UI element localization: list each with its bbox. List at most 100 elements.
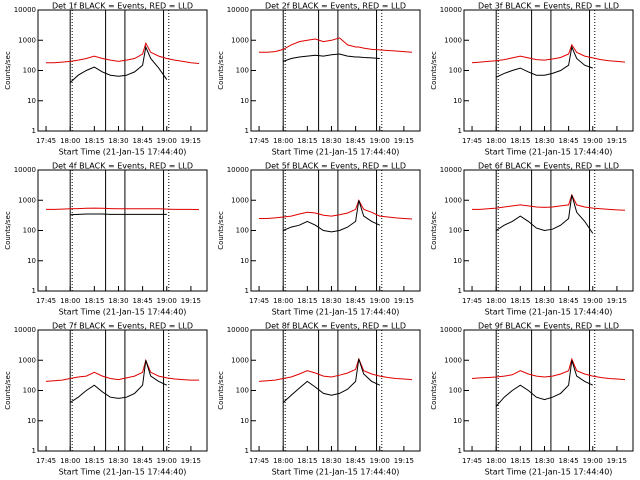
x-tick-label: 17:45 bbox=[462, 137, 482, 145]
panel: Det 3f BLACK = Events, RED = LLD Start Ti… bbox=[430, 2, 634, 157]
plot-frame bbox=[37, 329, 208, 452]
x-tick-label: 19:00 bbox=[157, 457, 177, 465]
y-tick-label: 1000 bbox=[231, 196, 249, 204]
x-tick-label: 18:45 bbox=[559, 297, 579, 305]
series-line bbox=[283, 200, 381, 233]
y-tick-label: 10 bbox=[453, 417, 462, 425]
y-tick-label: 10 bbox=[240, 417, 249, 425]
series-line bbox=[46, 41, 200, 64]
x-axis-label: Start Time (21-Jan-15 17:44:40) bbox=[272, 148, 400, 157]
y-axis-label: Counts/sec bbox=[217, 371, 225, 410]
x-axis-label: Start Time (21-Jan-15 17:44:40) bbox=[59, 148, 187, 157]
x-tick-label: 19:00 bbox=[370, 457, 390, 465]
series-line bbox=[472, 193, 626, 211]
x-tick-label: 18:00 bbox=[273, 297, 293, 305]
x-tick-label: 18:30 bbox=[321, 297, 341, 305]
x-tick-label: 18:30 bbox=[108, 457, 128, 465]
x-tick-label: 19:15 bbox=[607, 297, 627, 305]
series-line bbox=[495, 194, 594, 234]
x-tick-label: 18:00 bbox=[273, 457, 293, 465]
chart-title: Det 1f BLACK = Events, RED = LLD bbox=[52, 2, 193, 11]
x-tick-label: 19:15 bbox=[181, 457, 201, 465]
x-tick-label: 17:45 bbox=[249, 137, 269, 145]
x-tick-label: 19:15 bbox=[181, 137, 201, 145]
x-axis-label: Start Time (21-Jan-15 17:44:40) bbox=[485, 468, 613, 477]
y-tick-label: 1000 bbox=[444, 196, 462, 204]
panel: Det 5f BLACK = Events, RED = LLD Start Ti… bbox=[217, 162, 421, 317]
y-tick-label: 10000 bbox=[227, 6, 249, 14]
x-tick-label: 18:15 bbox=[510, 457, 530, 465]
y-tick-label: 10 bbox=[240, 257, 249, 265]
y-axis-label: Counts/sec bbox=[430, 371, 438, 410]
y-tick-label: 10000 bbox=[227, 326, 249, 334]
x-tick-label: 18:45 bbox=[133, 457, 153, 465]
x-tick-label: 18:00 bbox=[486, 137, 506, 145]
y-tick-label: 1000 bbox=[231, 36, 249, 44]
y-tick-label: 1 bbox=[245, 287, 249, 295]
y-tick-label: 10000 bbox=[440, 166, 462, 174]
series-line bbox=[45, 358, 199, 382]
y-tick-label: 100 bbox=[236, 387, 249, 395]
y-tick-label: 1000 bbox=[231, 356, 249, 364]
x-tick-label: 18:45 bbox=[346, 297, 366, 305]
x-tick-label: 18:15 bbox=[84, 297, 104, 305]
x-tick-label: 18:45 bbox=[133, 297, 153, 305]
y-tick-label: 10 bbox=[27, 417, 36, 425]
series-line bbox=[46, 207, 200, 211]
x-tick-label: 18:30 bbox=[321, 137, 341, 145]
y-tick-label: 1 bbox=[32, 447, 36, 455]
x-tick-label: 18:15 bbox=[510, 297, 530, 305]
x-tick-label: 19:00 bbox=[583, 297, 603, 305]
y-tick-label: 1 bbox=[458, 127, 462, 135]
x-axis-label: Start Time (21-Jan-15 17:44:40) bbox=[272, 468, 400, 477]
plot-frame bbox=[463, 329, 634, 452]
y-axis-label: Counts/sec bbox=[217, 51, 225, 90]
y-tick-label: 100 bbox=[236, 67, 249, 75]
y-axis-label: Counts/sec bbox=[217, 211, 225, 250]
y-axis-label: Counts/sec bbox=[4, 51, 12, 90]
x-tick-label: 17:45 bbox=[36, 457, 56, 465]
chart-title: Det 2f BLACK = Events, RED = LLD bbox=[265, 2, 406, 11]
x-tick-label: 18:15 bbox=[84, 457, 104, 465]
y-tick-label: 1 bbox=[458, 287, 462, 295]
x-tick-label: 17:45 bbox=[462, 457, 482, 465]
plot-frame bbox=[463, 169, 634, 292]
x-tick-label: 18:30 bbox=[534, 297, 554, 305]
x-tick-label: 18:15 bbox=[84, 137, 104, 145]
plot-frame bbox=[37, 9, 208, 132]
x-tick-label: 19:15 bbox=[394, 137, 414, 145]
x-tick-label: 18:00 bbox=[60, 137, 80, 145]
y-tick-label: 100 bbox=[236, 227, 249, 235]
chart-title: Det 7f BLACK = Events, RED = LLD bbox=[52, 322, 193, 331]
plot-frame bbox=[37, 169, 208, 292]
x-tick-label: 17:45 bbox=[36, 297, 56, 305]
y-axis-label: Counts/sec bbox=[4, 371, 12, 410]
x-tick-label: 18:30 bbox=[108, 137, 128, 145]
chart-title: Det 5f BLACK = Events, RED = LLD bbox=[265, 162, 406, 171]
x-tick-label: 18:45 bbox=[559, 137, 579, 145]
chart-title: Det 6f BLACK = Events, RED = LLD bbox=[478, 162, 619, 171]
y-tick-label: 100 bbox=[23, 387, 36, 395]
x-axis-label: Start Time (21-Jan-15 17:44:40) bbox=[59, 468, 187, 477]
x-tick-label: 18:30 bbox=[321, 457, 341, 465]
x-tick-label: 18:45 bbox=[559, 457, 579, 465]
x-tick-label: 19:00 bbox=[370, 137, 390, 145]
x-axis-label: Start Time (21-Jan-15 17:44:40) bbox=[485, 148, 613, 157]
y-tick-label: 10000 bbox=[440, 6, 462, 14]
y-tick-label: 1 bbox=[245, 127, 249, 135]
series-line bbox=[70, 213, 167, 216]
plot-frame bbox=[250, 329, 421, 452]
x-tick-label: 19:15 bbox=[394, 297, 414, 305]
y-tick-label: 1000 bbox=[444, 36, 462, 44]
x-tick-label: 18:45 bbox=[346, 137, 366, 145]
x-tick-label: 18:00 bbox=[273, 137, 293, 145]
plot-frame bbox=[463, 9, 634, 132]
y-tick-label: 10000 bbox=[14, 326, 36, 334]
x-tick-label: 18:45 bbox=[346, 457, 366, 465]
chart-title: Det 9f BLACK = Events, RED = LLD bbox=[478, 322, 619, 331]
y-tick-label: 10000 bbox=[14, 166, 36, 174]
y-tick-label: 10 bbox=[453, 257, 462, 265]
series-line bbox=[69, 360, 168, 403]
x-tick-label: 19:00 bbox=[157, 137, 177, 145]
